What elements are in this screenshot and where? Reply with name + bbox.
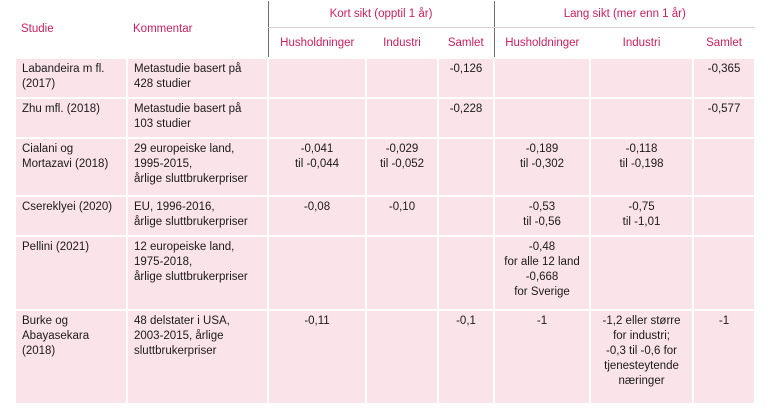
subheader-lang-samlet: Samlet [706,36,742,49]
header-studie: Studie [21,23,54,35]
header-kommentar: Kommentar [133,23,193,35]
cell-lang-samlet [692,137,757,197]
cell-studie: Zhu mfl. (2018) [14,97,128,139]
cell-lang-industri: -0,118 til -0,198 [589,137,695,197]
cell-lang-industri: -1,2 eller større for industri; -0,3 til… [589,309,695,405]
cell-studie: Csereklyei (2020) [14,195,128,237]
cell-lang-husholdninger [493,57,592,99]
cell-kort-husholdninger: -0,11 [267,309,367,405]
cell-kort-husholdninger: -0,08 [267,195,367,237]
cell-lang-samlet [692,235,757,311]
cell-studie: Pellini (2021) [14,235,128,311]
subheader-lang-industri: Industri [622,36,661,49]
cell-kort-husholdninger [267,97,367,139]
cell-kort-industri [365,235,439,311]
subheader-kort-samlet: Samlet [447,36,484,49]
cell-lang-samlet: -1 [692,309,757,405]
cell-kommentar: 12 europeiske land, 1975-2018, årlige sl… [126,235,269,311]
cell-kort-husholdninger: -0,041 til -0,044 [267,137,367,197]
cell-kort-samlet: -0,1 [436,309,496,405]
cell-lang-husholdninger: -1 [493,309,592,405]
cell-kort-samlet: -0,228 [436,97,496,139]
cell-kommentar: 48 delstater i USA, 2003-2015, årlige sl… [126,309,269,405]
cell-lang-husholdninger: -0,48 for alle 12 land -0,668 for Sverig… [493,235,592,311]
cell-lang-industri [589,57,695,99]
cell-kommentar: 29 europeiske land, 1995-2015, årlige sl… [126,137,269,197]
cell-lang-industri: -0,75 til -1,01 [589,195,695,237]
cell-kort-husholdninger [267,235,367,311]
table-row: Zhu mfl. (2018) Metastudie basert på 103… [14,97,757,139]
cell-studie: Burke og Abayasekara (2018) [14,309,128,405]
table-row: Csereklyei (2020) EU, 1996-2016, årlige … [14,195,757,237]
cell-lang-samlet: -0,577 [692,97,757,139]
cell-lang-husholdninger [493,97,592,139]
cell-kommentar: Metastudie basert på 428 studier [126,57,269,99]
table-row: Labandeira m fl. (2017) Metastudie baser… [14,57,757,99]
table-row: Pellini (2021) 12 europeiske land, 1975-… [14,235,757,311]
cell-lang-samlet [692,195,757,237]
cell-kommentar: EU, 1996-2016, årlige sluttbrukerpriser [126,195,269,237]
cell-kort-samlet [436,235,496,311]
cell-kort-husholdninger [267,57,367,99]
cell-lang-husholdninger: -0,53 til -0,56 [493,195,592,237]
subheader-kort-husholdninger: Husholdninger [267,27,366,58]
subheader-kort-industri: Industri [383,36,421,49]
cell-kort-industri: -0,029 til -0,052 [365,137,439,197]
cell-lang-samlet: -0,365 [692,57,757,99]
subheader-lang-husholdninger: Husholdninger [493,27,591,58]
header-lang-sikt: Lang sikt (mer enn 1 år) [493,1,756,28]
cell-lang-industri [589,235,695,311]
header-kort-sikt: Kort sikt (opptil 1 år) [267,1,495,28]
cell-kommentar: Metastudie basert på 103 studier [126,97,269,139]
cell-kort-samlet: -0,126 [436,57,496,99]
cell-kort-samlet [436,137,496,197]
cell-kort-industri [365,309,439,405]
cell-kort-industri: -0,10 [365,195,439,237]
cell-lang-husholdninger: -0,189 til -0,302 [493,137,592,197]
cell-kort-samlet [436,195,496,237]
cell-kort-industri [365,57,439,99]
cell-lang-industri [589,97,695,139]
cell-studie: Cialani og Mortazavi (2018) [14,137,128,197]
elasticity-table: Studie Kommentar Kort sikt (opptil 1 år)… [14,1,757,405]
cell-kort-industri [365,97,439,139]
table-row: Burke og Abayasekara (2018) 48 delstater… [14,309,757,405]
table-row: Cialani og Mortazavi (2018) 29 europeisk… [14,137,757,197]
cell-studie: Labandeira m fl. (2017) [14,57,128,99]
